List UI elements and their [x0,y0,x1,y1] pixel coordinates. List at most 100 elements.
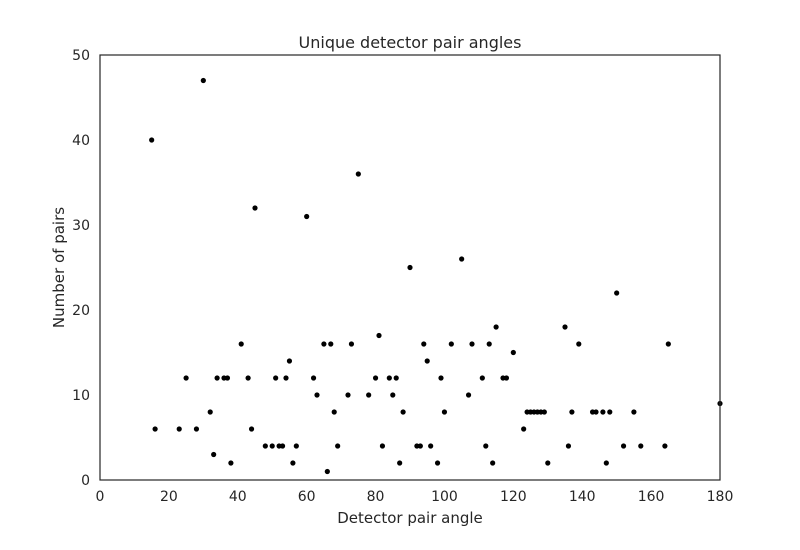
data-point [331,409,337,415]
data-point [238,341,244,347]
data-point [545,460,551,466]
y-axis-ticks: 0 10 20 30 40 50 [72,48,90,489]
data-point [400,409,406,415]
data-point [614,290,620,296]
data-point [273,375,279,381]
data-point [304,213,310,220]
x-tick-label: 160 [638,489,665,505]
data-point [510,349,516,356]
plot-area-frame [99,54,721,481]
data-point [479,375,485,381]
data-point [324,468,330,475]
data-point [355,171,361,177]
data-point [262,443,268,449]
data-point [469,341,475,347]
data-point [521,426,527,432]
data-point [662,443,668,449]
data-point [407,264,413,271]
data-point [214,375,220,381]
x-axis-ticks: 0 20 40 60 80 100 120 140 160 180 [96,489,734,505]
y-tick-label: 40 [72,133,90,149]
y-tick-label: 50 [72,48,90,64]
y-tick-label: 0 [81,473,90,489]
y-tick-label: 10 [72,388,90,404]
data-point [314,392,320,398]
data-point [600,409,606,415]
data-point [149,137,155,143]
data-point [503,375,510,381]
data-point [421,341,427,347]
data-point [228,460,234,466]
data-point [386,375,392,381]
data-point [283,375,289,381]
x-tick-label: 60 [298,489,316,505]
data-point [441,409,448,415]
data-point [207,409,213,415]
data-point [345,392,351,398]
data-point [390,392,396,398]
y-axis-label: Number of pairs [50,207,68,328]
data-point [486,341,492,347]
data-point [224,375,231,381]
data-point [397,460,403,466]
data-point [438,375,444,381]
x-tick-label: 140 [569,489,596,505]
data-point [417,443,423,449]
data-point [245,375,251,381]
data-point [379,443,386,449]
data-point [211,451,217,458]
data-point [638,443,644,449]
data-point [286,358,293,364]
data-point [152,426,158,432]
data-point [603,460,609,466]
data-point [490,460,496,466]
data-point [448,341,454,347]
data-point [593,409,599,415]
x-axis-label: Detector pair angle [337,509,483,527]
data-point [328,341,334,347]
x-tick-label: 80 [367,489,385,505]
data-point [269,443,275,449]
data-point [348,341,355,347]
data-point [465,392,472,398]
data-points [149,77,723,475]
data-point [541,409,547,415]
data-point [620,443,627,449]
data-point [493,324,499,330]
data-point [428,443,434,449]
x-tick-label: 100 [431,489,458,505]
data-point [631,409,637,415]
x-tick-label: 20 [160,489,178,505]
data-point [293,443,299,449]
data-point [483,443,489,449]
data-point [248,426,255,432]
y-tick-label: 30 [72,218,90,234]
data-point [607,409,613,415]
data-point [459,256,465,262]
data-point [366,392,372,398]
x-tick-label: 0 [96,489,105,505]
y-tick-label: 20 [72,303,90,319]
data-point [569,409,575,415]
data-point [193,426,200,432]
data-point [562,324,568,330]
x-tick-label: 120 [500,489,527,505]
data-point [576,341,582,347]
data-point [424,358,430,364]
data-point [434,460,441,466]
data-point [393,375,399,381]
data-point [176,426,182,432]
data-point [183,375,189,381]
data-point [290,460,296,466]
data-point [376,332,382,339]
data-point [321,341,327,347]
data-point [665,341,671,347]
data-point [565,443,572,449]
x-tick-label: 180 [707,489,734,505]
data-point [335,443,341,449]
data-point [372,375,379,381]
data-point [252,205,258,211]
data-point [279,443,286,449]
